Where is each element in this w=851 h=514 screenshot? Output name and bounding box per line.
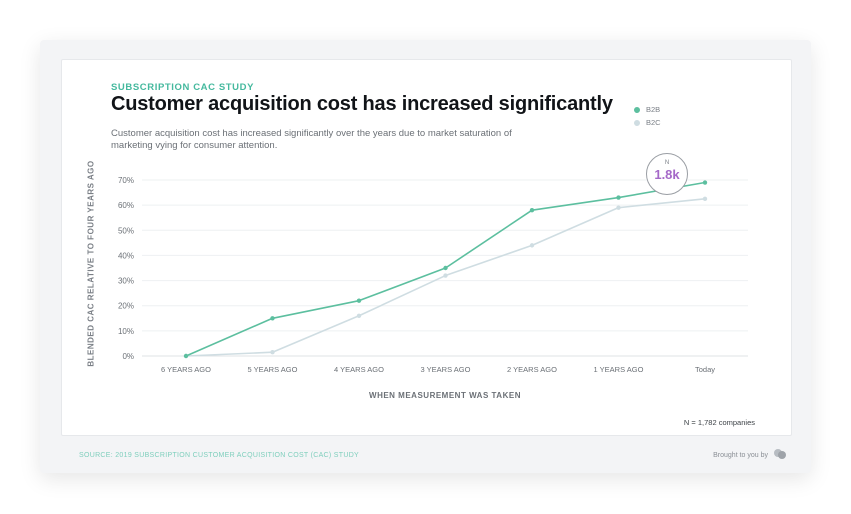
y-tick-label: 0% — [122, 352, 134, 361]
x-tick-label: Today — [695, 365, 715, 374]
y-tick-label: 40% — [118, 251, 134, 260]
legend-label-b2c: B2C — [646, 118, 661, 127]
brand-credit-text: Brought to you by — [713, 451, 768, 459]
y-axis-label: BLENDED CAC RELATIVE TO FOUR YEARS AGO — [86, 160, 96, 367]
y-tick-label: 30% — [118, 277, 134, 286]
data-point-b2b — [356, 298, 362, 303]
data-point-b2b — [443, 265, 448, 271]
y-tick-label: 10% — [118, 327, 134, 336]
data-point-b2b — [183, 353, 189, 359]
legend-item-b2c: B2C — [634, 116, 661, 129]
x-tick-label: 6 YEARS AGO — [161, 365, 211, 374]
y-tick-label: 60% — [118, 201, 134, 210]
eyebrow-label: SUBSCRIPTION CAC STUDY — [111, 82, 255, 93]
x-tick-label: 5 YEARS AGO — [248, 365, 298, 374]
sample-size-note: N = 1,782 companies — [683, 418, 755, 427]
data-point-b2c — [270, 350, 275, 355]
data-point-b2c — [443, 273, 448, 278]
y-tick-label: 20% — [118, 302, 134, 311]
x-tick-label: 4 YEARS AGO — [334, 365, 384, 374]
chart-title: Customer acquisition cost has increased … — [111, 93, 613, 115]
line-chart: 0% 10% 20% 30% 40% 50% 60% 70% 6 YEARS AGO 5 YEAR… — [118, 176, 748, 374]
legend: B2B B2C — [634, 103, 661, 129]
callout-value: 1.8k — [654, 167, 680, 182]
y-tick-label: 50% — [118, 226, 134, 235]
data-point-b2b — [529, 207, 535, 213]
chart-panel: SUBSCRIPTION CAC STUDY Customer acquisit… — [40, 40, 811, 473]
y-tick-label: 70% — [118, 176, 134, 185]
x-tick-label: 2 YEARS AGO — [507, 365, 557, 374]
callout-label: N — [664, 160, 670, 166]
legend-swatch-b2c — [634, 119, 640, 126]
data-point-b2b — [270, 316, 275, 321]
x-tick-label: 1 YEARS AGO — [594, 365, 644, 374]
data-point-b2c — [616, 205, 621, 210]
x-axis-label: WHEN MEASUREMENT WAS TAKEN — [369, 391, 521, 400]
sample-size-callout: N 1.8k — [646, 153, 688, 195]
chart-card: SUBSCRIPTION CAC STUDY Customer acquisit… — [61, 59, 792, 436]
chart-subtitle: Customer acquisition cost has increased … — [111, 128, 512, 151]
data-point-b2b — [616, 195, 621, 200]
legend-label-b2b: B2B — [646, 105, 661, 114]
brand-credit: Brought to you by — [713, 448, 787, 462]
source-note: SOURCE: 2019 SUBSCRIPTION CUSTOMER ACQUI… — [79, 452, 360, 459]
data-point-b2b — [702, 180, 708, 185]
legend-item-b2b: B2B — [634, 103, 661, 116]
profitwell-logo-icon — [773, 448, 787, 462]
data-point-b2c — [529, 243, 535, 248]
data-point-b2c — [356, 313, 362, 318]
legend-swatch-b2b — [634, 106, 640, 113]
data-point-b2c — [702, 196, 708, 202]
x-tick-label: 3 YEARS AGO — [421, 365, 471, 374]
